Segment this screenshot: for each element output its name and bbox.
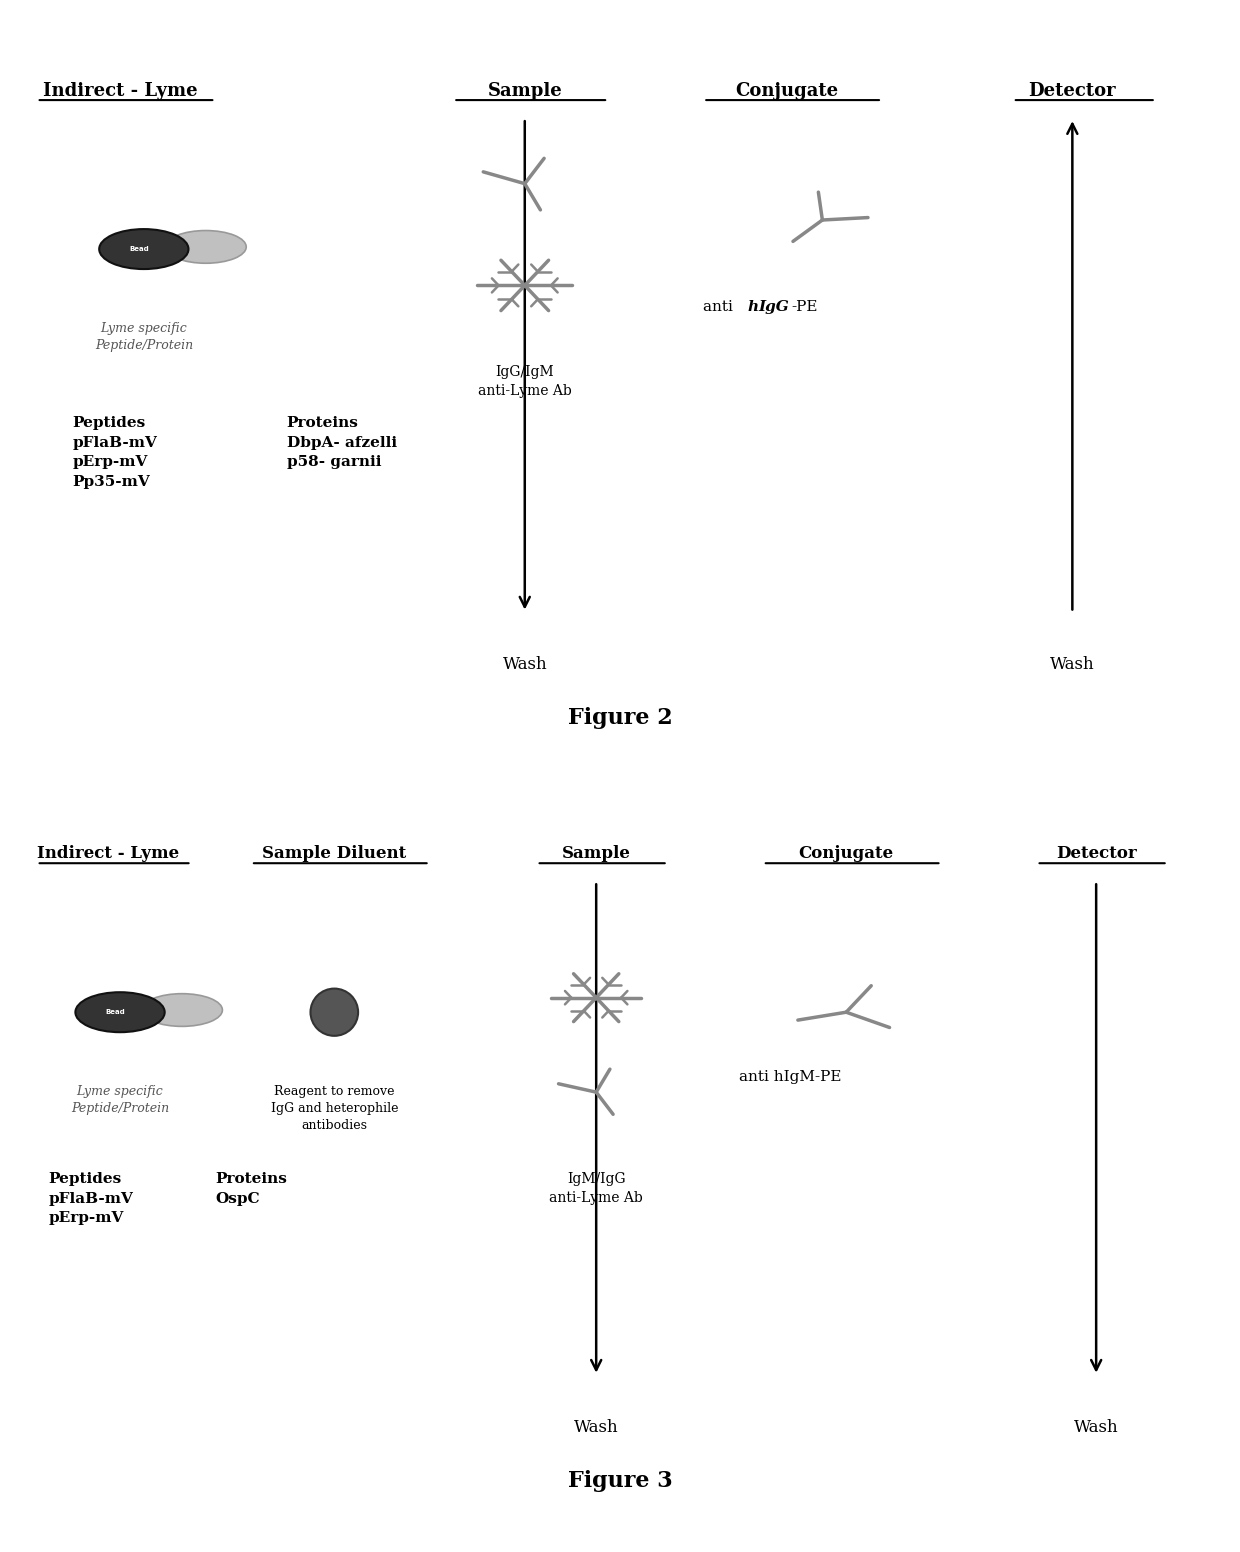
Text: Proteins
OspC: Proteins OspC (216, 1172, 288, 1206)
Text: Figure 3: Figure 3 (568, 1470, 672, 1491)
Text: IgG/IgM
anti-Lyme Ab: IgG/IgM anti-Lyme Ab (477, 365, 572, 397)
Ellipse shape (76, 992, 165, 1032)
Text: Sample Diluent: Sample Diluent (262, 844, 407, 861)
Text: Indirect - Lyme: Indirect - Lyme (42, 82, 197, 99)
Text: Lyme specific
Peptide/Protein: Lyme specific Peptide/Protein (94, 321, 193, 352)
Text: anti hIgM-PE: anti hIgM-PE (739, 1071, 842, 1085)
Text: Bead: Bead (129, 247, 149, 251)
Ellipse shape (99, 230, 188, 268)
Text: Lyme specific
Peptide/Protein: Lyme specific Peptide/Protein (71, 1085, 169, 1114)
Text: Indirect - Lyme: Indirect - Lyme (37, 844, 180, 861)
Text: h: h (748, 300, 759, 314)
Text: Peptides
pFlaB-mV
pErp-mV: Peptides pFlaB-mV pErp-mV (48, 1172, 134, 1225)
Text: Conjugate: Conjugate (799, 844, 894, 861)
Ellipse shape (165, 231, 247, 264)
Text: -PE: -PE (791, 300, 818, 314)
Text: Wash: Wash (502, 656, 547, 674)
Text: Wash: Wash (574, 1419, 619, 1436)
Text: Detector: Detector (1055, 844, 1137, 861)
Ellipse shape (310, 989, 358, 1035)
Text: Sample: Sample (487, 82, 562, 99)
Text: Wash: Wash (1050, 656, 1095, 674)
Text: Sample: Sample (562, 844, 631, 861)
Text: Detector: Detector (1028, 82, 1116, 99)
Text: Reagent to remove
IgG and heterophile
antibodies: Reagent to remove IgG and heterophile an… (270, 1085, 398, 1131)
Text: Wash: Wash (1074, 1419, 1118, 1436)
Text: IgG: IgG (758, 300, 789, 314)
Text: Figure 2: Figure 2 (568, 706, 672, 729)
Text: Proteins
DbpA- afzelli
p58- garnii: Proteins DbpA- afzelli p58- garnii (286, 416, 397, 469)
Text: IgM/IgG
anti-Lyme Ab: IgM/IgG anti-Lyme Ab (549, 1172, 644, 1204)
Text: anti: anti (703, 300, 738, 314)
Ellipse shape (141, 993, 222, 1026)
Text: Peptides
pFlaB-mV
pErp-mV
Pp35-mV: Peptides pFlaB-mV pErp-mV Pp35-mV (72, 416, 157, 489)
Text: Bead: Bead (105, 1009, 125, 1015)
Text: Conjugate: Conjugate (735, 82, 838, 99)
